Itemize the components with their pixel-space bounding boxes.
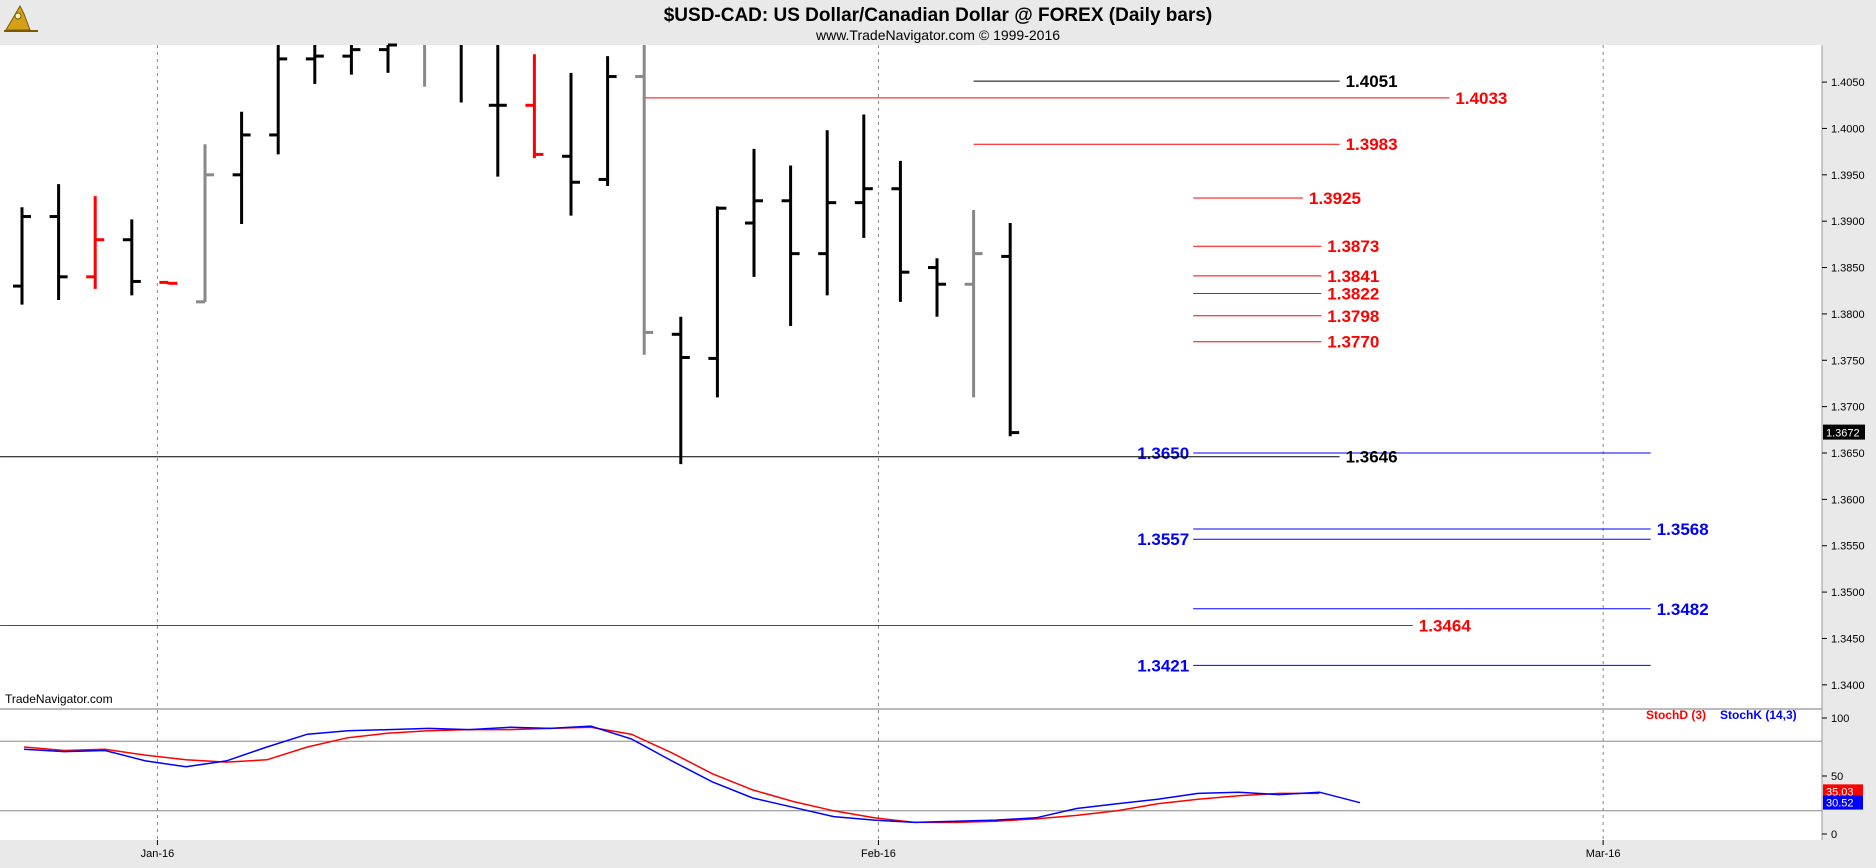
price-level-label: 1.3421 (1137, 656, 1189, 675)
price-level-label: 1.3650 (1137, 444, 1189, 463)
ohlc-bar (781, 165, 800, 326)
date-axis: Jan-16 Feb-16 Mar-16 (141, 840, 1621, 860)
tradenavigator-logo-icon (4, 4, 38, 32)
price-tick-label: 1.4050 (1831, 77, 1865, 89)
ohlc-bar (269, 45, 288, 155)
ohlc-bar (196, 144, 214, 304)
price-level-label: 1.3464 (1419, 616, 1472, 635)
ohlc-bar (598, 56, 617, 186)
current-price-label: 1.3672 (1826, 428, 1860, 440)
ohlc-bar (818, 130, 837, 296)
price-level-label: 1.4033 (1455, 89, 1507, 108)
stoch-series-line (23, 726, 1320, 824)
price-tick-label: 1.3600 (1831, 494, 1865, 506)
date-tick-label: Jan-16 (141, 848, 175, 860)
ohlc-bar (1001, 223, 1020, 437)
stoch-value-box (1823, 784, 1863, 799)
ohlc-bar (13, 207, 31, 305)
ohlc-bar (525, 54, 544, 159)
date-tick-label: Mar-16 (1586, 848, 1621, 860)
ohlc-bar (122, 219, 141, 296)
ohlc-bar (964, 210, 983, 398)
price-tick-label: 1.3550 (1831, 541, 1865, 553)
price-tick-label: 1.3700 (1831, 402, 1865, 414)
stoch-tick-label: 50 (1831, 771, 1843, 783)
price-tick-label: 1.4000 (1831, 123, 1865, 135)
watermark: TradeNavigator.com (5, 692, 113, 706)
stochastic-lines: 35.03 StochD (3) 30.52 StochK (14,3) 100 50 0 (23, 708, 1863, 841)
price-level-label: 1.3822 (1327, 285, 1379, 304)
stoch-tick-label: 100 (1831, 713, 1849, 725)
price-level-label: 1.3646 (1346, 448, 1398, 467)
ohlc-bar (562, 72, 580, 216)
price-tick-label: 1.3650 (1831, 448, 1865, 460)
ohlc-bar (635, 45, 654, 355)
price-level-label: 1.3983 (1346, 135, 1398, 154)
stoch-series-line (23, 725, 1361, 824)
price-tick-label: 1.3450 (1831, 633, 1865, 645)
price-level-label: 1.3873 (1327, 237, 1379, 256)
price-tick-label: 1.3950 (1831, 170, 1865, 182)
price-level-label: 1.3568 (1657, 520, 1709, 539)
price-tick-label: 1.3800 (1831, 309, 1865, 321)
ohlc-bar (159, 280, 178, 285)
stoch-value-label: 30.52 (1826, 798, 1854, 810)
current-price-box (1823, 424, 1865, 440)
price-level-label: 1.3841 (1327, 267, 1379, 286)
price-level-label: 1.3798 (1327, 307, 1379, 326)
ohlc-bar (49, 184, 68, 300)
ohlc-bar (708, 206, 727, 398)
price-level-label: 1.3925 (1309, 189, 1361, 208)
price-level-label: 1.3557 (1137, 530, 1189, 549)
ohlc-bar (86, 196, 105, 289)
price-level-label: 1.4051 (1346, 72, 1398, 91)
ohlc-bar (854, 114, 873, 238)
ohlc-bar (488, 45, 507, 177)
ohlc-bars (13, 43, 1020, 465)
ohlc-bar (671, 316, 690, 465)
chart-subtitle: www.TradeNavigator.com © 1999-2016 (815, 27, 1060, 43)
price-level-label: 1.3482 (1657, 600, 1709, 619)
ohlc-bar (928, 258, 946, 317)
price-tick-label: 1.3500 (1831, 587, 1865, 599)
price-tick-label: 1.3900 (1831, 216, 1865, 228)
price-level-label: 1.3770 (1327, 333, 1379, 352)
stoch-value-box (1823, 795, 1863, 810)
stochastic-panel (0, 710, 1822, 840)
stoch-tick-label: 0 (1831, 829, 1837, 841)
price-tick-label: 1.3750 (1831, 355, 1865, 367)
stoch-value-label: 35.03 (1826, 786, 1854, 798)
price-axis: 1.4050 1.4000 1.3950 1.3900 1.3850 1.3800 1.37… (1822, 77, 1865, 692)
grid-lines (0, 45, 1823, 840)
ohlc-bar (745, 148, 763, 277)
ohlc-bar (891, 160, 910, 302)
price-tick-label: 1.3400 (1831, 680, 1865, 692)
chart-title: $USD-CAD: US Dollar/Canadian Dollar @ FO… (664, 5, 1213, 26)
date-tick-label: Feb-16 (861, 848, 896, 860)
ohlc-bar (342, 45, 361, 75)
ohlc-bar (379, 43, 397, 73)
price-panel (0, 45, 1822, 708)
price-levels: 1.4051 1.4033 1.3983 1.3925 1.3873 1.38411.38… (0, 72, 1709, 675)
ohlc-bar (305, 45, 324, 84)
price-tick-label: 1.3850 (1831, 263, 1865, 275)
stoch-legend-label: StochK (14,3) (1720, 708, 1797, 722)
ohlc-bar (232, 111, 251, 224)
stoch-legend-label: StochD (3) (1646, 708, 1706, 722)
